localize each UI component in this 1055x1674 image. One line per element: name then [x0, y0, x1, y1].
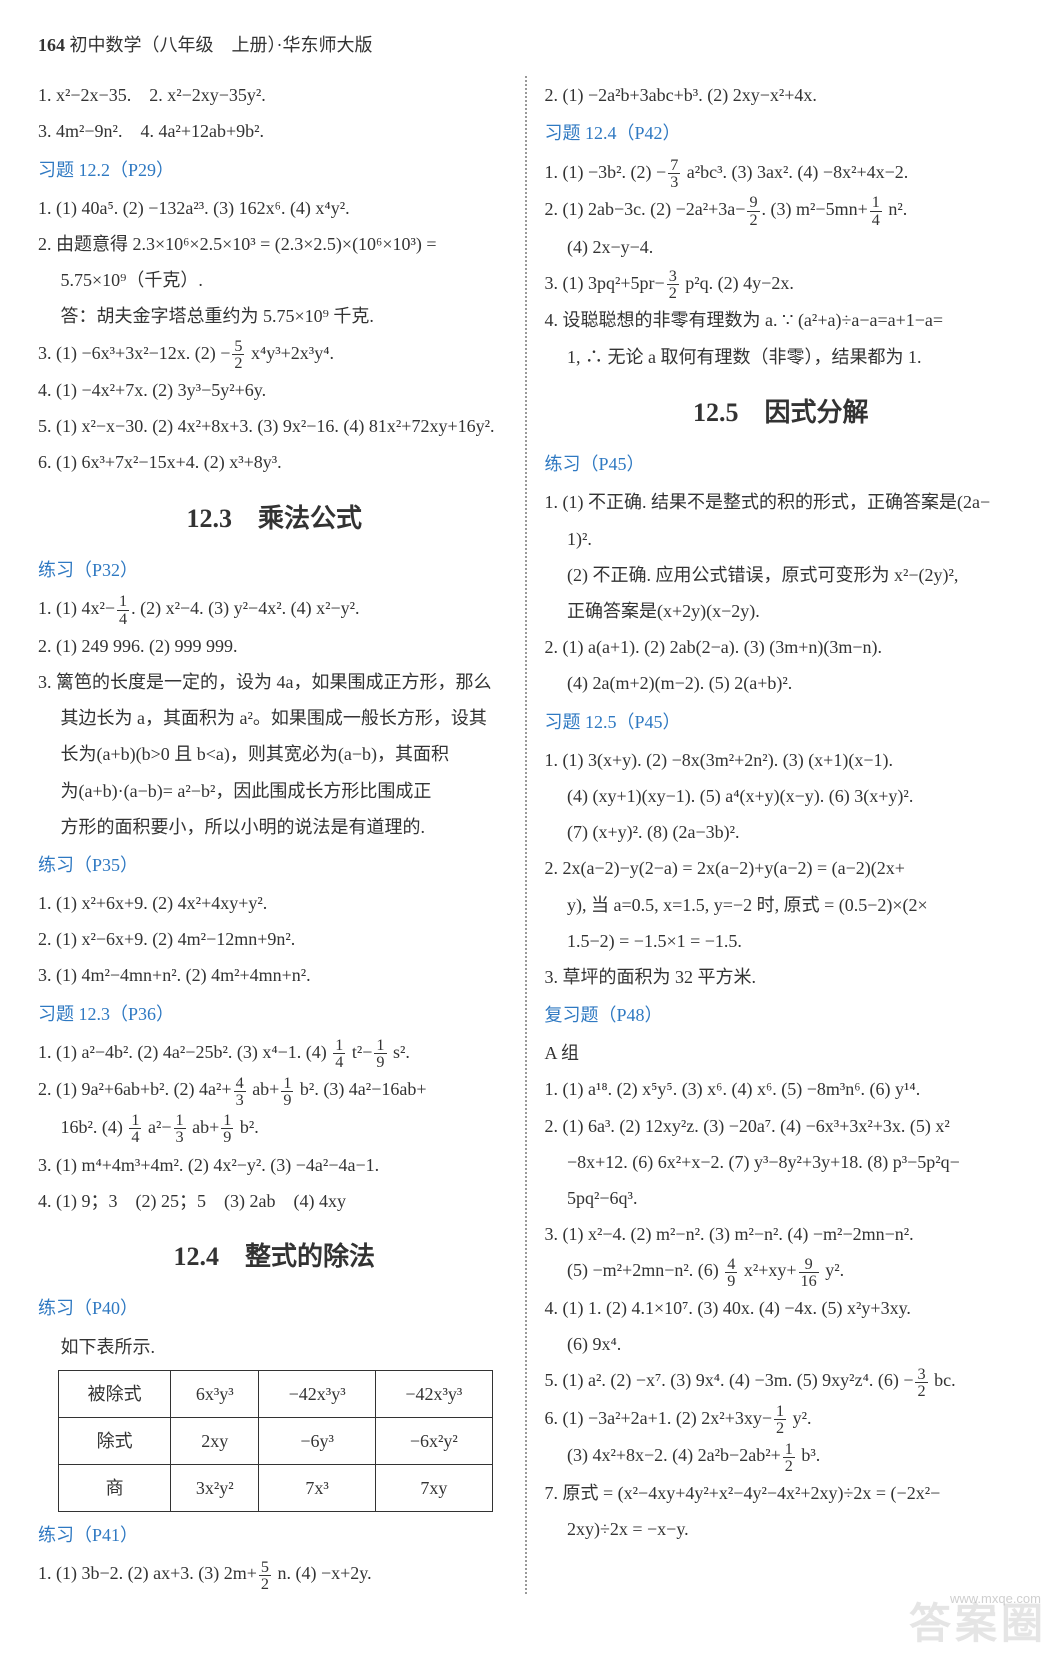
table-cell: 商	[59, 1465, 171, 1512]
exercise-heading: 习题 12.2（P29）	[38, 153, 511, 187]
left-column: 1. x²−2x−35. 2. x²−2xy−35y². 3. 4m²−9n².…	[38, 76, 525, 1594]
text-line: 1)².	[545, 522, 1018, 556]
text-line: 3. (1) 4m²−4mn+n². (2) 4m²+4mn+n².	[38, 958, 511, 992]
text-line: 5.75×10⁹（千克）.	[38, 263, 511, 297]
text-line: (4) 2x−y−4.	[545, 230, 1018, 264]
text-line: 2. 2x(a−2)−y(2−a) = 2x(a−2)+y(a−2) = (a−…	[545, 851, 1018, 885]
text-line: 5. (1) a². (2) −x⁷. (3) 9x⁴. (4) −3m. (5…	[545, 1363, 1018, 1399]
text-line: −8x+12. (6) 6x²+x−2. (7) y³−8y²+3y+18. (…	[545, 1145, 1018, 1179]
text-line: 7. 原式 = (x²−4xy+4y²+x²−4y²−4x²+2xy)÷2x =…	[545, 1476, 1018, 1510]
text-line: 1. (1) −3b². (2) −73 a²bc³. (3) 3ax². (4…	[545, 155, 1018, 191]
section-title: 12.3 乘法公式	[38, 494, 511, 543]
exercise-heading: 习题 12.3（P36）	[38, 997, 511, 1031]
text-line: 1. (1) a¹⁸. (2) x⁵y⁵. (3) x⁶. (4) x⁶. (5…	[545, 1072, 1018, 1106]
text-line: 4. (1) 1. (2) 4.1×10⁷. (3) 40x. (4) −4x.…	[545, 1291, 1018, 1325]
table-row: 商 3x²y² 7x³ 7xy	[59, 1465, 493, 1512]
text-line: 4. (1) 9；3 (2) 25；5 (3) 2ab (4) 4xy	[38, 1184, 511, 1218]
practice-heading: 练习（P41）	[38, 1518, 511, 1552]
exercise-heading: 习题 12.4（P42）	[545, 116, 1018, 150]
text-line: 2. 由题意得 2.3×10⁶×2.5×10³ = (2.3×2.5)×(10⁶…	[38, 227, 511, 261]
table-cell: 3x²y²	[171, 1465, 259, 1512]
table-cell: −6x²y²	[375, 1417, 492, 1464]
text-line: 3. (1) x²−4. (2) m²−n². (3) m²−n². (4) −…	[545, 1217, 1018, 1251]
table-cell: 7xy	[375, 1465, 492, 1512]
text-line: (4) (xy+1)(xy−1). (5) a⁴(x+y)(x−y). (6) …	[545, 779, 1018, 813]
right-column: 2. (1) −2a²b+3abc+b³. (2) 2xy−x²+4x. 习题 …	[525, 76, 1018, 1594]
text-line: 6. (1) 6x³+7x²−15x+4. (2) x³+8y³.	[38, 445, 511, 479]
text-line: 2. (1) 6a³. (2) 12xy²z. (3) −20a⁷. (4) −…	[545, 1109, 1018, 1143]
text-line: 3. (1) −6x³+3x²−12x. (2) −52 x⁴y³+2x³y⁴.	[38, 336, 511, 372]
text-line: 2. (1) −2a²b+3abc+b³. (2) 2xy−x²+4x.	[545, 78, 1018, 112]
practice-heading: 练习（P32）	[38, 553, 511, 587]
text-line: 1. (1) a²−4b². (2) 4a²−25b². (3) x⁴−1. (…	[38, 1035, 511, 1071]
text-line: 2. (1) a(a+1). (2) 2ab(2−a). (3) (3m+n)(…	[545, 630, 1018, 664]
text-line: 方形的面积要小，所以小明的说法是有道理的.	[38, 810, 511, 844]
text-line: 4. 设聪聪想的非零有理数为 a. ∵ (a²+a)÷a−a=a+1−a=	[545, 303, 1018, 337]
table-cell: 2xy	[171, 1417, 259, 1464]
table-cell: 被除式	[59, 1370, 171, 1417]
text-line: 1. (1) 4x²−14. (2) x²−4. (3) y²−4x². (4)…	[38, 591, 511, 627]
text-line: 2. (1) x²−6x+9. (2) 4m²−12mn+9n².	[38, 922, 511, 956]
review-heading: 复习题（P48）	[545, 998, 1018, 1032]
text-line: (5) −m²+2mn−n². (6) 49 x²+xy+916 y².	[545, 1253, 1018, 1289]
table-cell: 除式	[59, 1417, 171, 1464]
exercise-heading: 习题 12.5（P45）	[545, 705, 1018, 739]
section-title: 12.4 整式的除法	[38, 1232, 511, 1281]
text-line: 3. 4m²−9n². 4. 4a²+12ab+9b².	[38, 114, 511, 148]
text-line: 1.5−2) = −1.5×1 = −1.5.	[545, 924, 1018, 958]
text-line: 2. (1) 249 996. (2) 999 999.	[38, 629, 511, 663]
text-line: 1. x²−2x−35. 2. x²−2xy−35y².	[38, 78, 511, 112]
text-line: 3. (1) 3pq²+5pr−32 p²q. (2) 4y−2x.	[545, 266, 1018, 302]
text-line: 2. (1) 2ab−3c. (2) −2a²+3a−92. (3) m²−5m…	[545, 192, 1018, 228]
text-line: 正确答案是(x+2y)(x−2y).	[545, 594, 1018, 628]
table-row: 被除式 6x³y³ −42x³y³ −42x³y³	[59, 1370, 493, 1417]
text-line: 长为(a+b)(b>0 且 b<a)，则其宽必为(a−b)，其面积	[38, 737, 511, 771]
table-cell: −42x³y³	[375, 1370, 492, 1417]
text-line: 2xy)÷2x = −x−y.	[545, 1512, 1018, 1546]
text-line: (4) 2a(m+2)(m−2). (5) 2(a+b)².	[545, 666, 1018, 700]
text-line: (6) 9x⁴.	[545, 1327, 1018, 1361]
text-line: 1. (1) 3b−2. (2) ax+3. (3) 2m+52 n. (4) …	[38, 1556, 511, 1592]
text-line: 5pq²−6q³.	[545, 1181, 1018, 1215]
page-header: 164 初中数学（八年级 上册）·华东师大版	[38, 28, 1017, 62]
text-line: (7) (x+y)². (8) (2a−3b)².	[545, 815, 1018, 849]
text-line: 3. (1) m⁴+4m³+4m². (2) 4x²−y². (3) −4a²−…	[38, 1148, 511, 1182]
practice-heading: 练习（P45）	[545, 447, 1018, 481]
table-cell: −42x³y³	[259, 1370, 376, 1417]
text-line: 为(a+b)·(a−b)= a²−b²，因此围成长方形比围成正	[38, 774, 511, 808]
text-line: 1. (1) 不正确. 结果不是整式的积的形式，正确答案是(2a−	[545, 485, 1018, 519]
page-number: 164	[38, 35, 65, 55]
text-line: 1. (1) 40a⁵. (2) −132a²³. (3) 162x⁶. (4)…	[38, 191, 511, 225]
text-line: 3. 篱笆的长度是一定的，设为 4a，如果围成正方形，那么	[38, 665, 511, 699]
text-line: 1. (1) x²+6x+9. (2) 4x²+4xy+y².	[38, 886, 511, 920]
text-line: (3) 4x²+8x−2. (4) 2a²b−2ab²+12 b³.	[545, 1438, 1018, 1474]
watermark-logo: 答案圈	[909, 1586, 1047, 1666]
section-title: 12.5 因式分解	[545, 388, 1018, 437]
text-line: 3. 草坪的面积为 32 平方米.	[545, 960, 1018, 994]
group-label: A 组	[545, 1036, 1018, 1070]
text-line: 1, ∴ 无论 a 取何有理数（非零），结果都为 1.	[545, 340, 1018, 374]
text-line: 答：胡夫金字塔总重约为 5.75×10⁹ 千克.	[38, 299, 511, 333]
table-row: 除式 2xy −6y³ −6x²y²	[59, 1417, 493, 1464]
division-table: 被除式 6x³y³ −42x³y³ −42x³y³ 除式 2xy −6y³ −6…	[58, 1370, 493, 1513]
practice-heading: 练习（P35）	[38, 848, 511, 882]
table-cell: 7x³	[259, 1465, 376, 1512]
text-line: 2. (1) 9a²+6ab+b². (2) 4a²+43 ab+19 b². …	[38, 1072, 511, 1108]
page-title: 初中数学（八年级 上册）·华东师大版	[70, 35, 373, 55]
text-line: 6. (1) −3a²+2a+1. (2) 2x²+3xy−12 y².	[545, 1401, 1018, 1437]
text-line: 16b². (4) 14 a²−13 ab+19 b².	[38, 1110, 511, 1146]
table-cell: −6y³	[259, 1417, 376, 1464]
practice-heading: 练习（P40）	[38, 1291, 511, 1325]
text-line: y), 当 a=0.5, x=1.5, y=−2 时, 原式 = (0.5−2)…	[545, 888, 1018, 922]
text-line: 其边长为 a，其面积为 a²。如果围成一般长方形，设其	[38, 701, 511, 735]
text-line: 5. (1) x²−x−30. (2) 4x²+8x+3. (3) 9x²−16…	[38, 409, 511, 443]
text-line: 4. (1) −4x²+7x. (2) 3y³−5y²+6y.	[38, 373, 511, 407]
text-line: 如下表所示.	[38, 1330, 511, 1364]
table-cell: 6x³y³	[171, 1370, 259, 1417]
text-line: 1. (1) 3(x+y). (2) −8x(3m²+2n²). (3) (x+…	[545, 743, 1018, 777]
text-line: (2) 不正确. 应用公式错误，原式可变形为 x²−(2y)²,	[545, 558, 1018, 592]
